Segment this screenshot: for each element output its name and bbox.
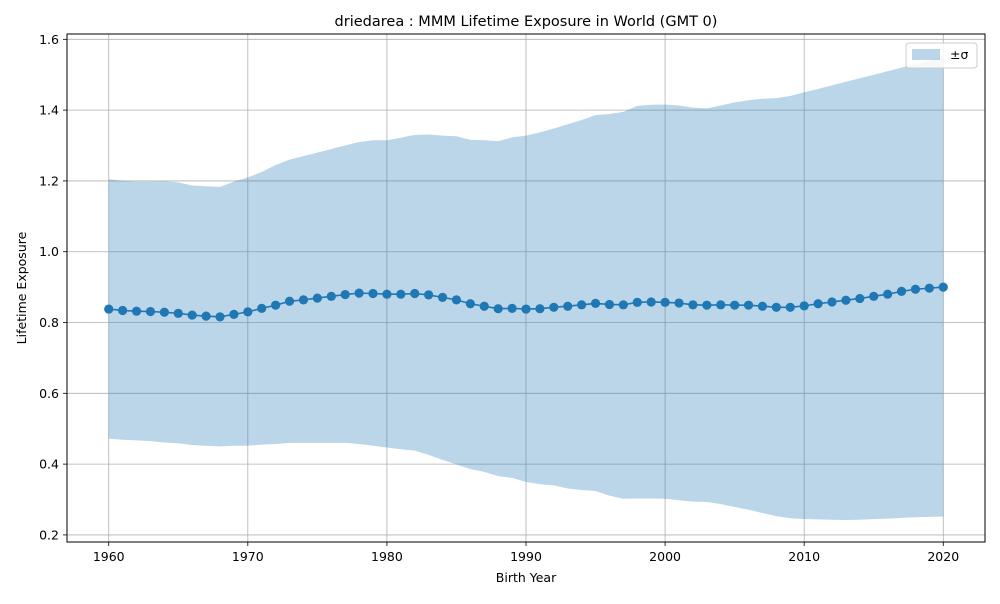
data-point [396, 289, 406, 299]
legend-label-sigma: ±σ [950, 47, 968, 62]
data-point [368, 288, 378, 299]
data-point [910, 284, 921, 294]
data-point [521, 304, 531, 314]
data-point [535, 304, 545, 314]
data-point [618, 300, 628, 310]
data-point [590, 298, 601, 308]
data-point [354, 288, 364, 298]
data-point [131, 306, 142, 316]
y-tick-label: 1.6 [39, 32, 59, 47]
data-point [298, 295, 309, 305]
y-tick-label: 1.4 [39, 103, 59, 118]
x-tick-label: 1960 [93, 549, 125, 564]
data-point [243, 307, 253, 317]
data-point [716, 300, 726, 310]
data-point [646, 297, 656, 307]
data-point [326, 291, 336, 301]
data-point [688, 300, 698, 310]
data-point [201, 311, 211, 321]
x-tick-label: 1980 [371, 549, 403, 564]
data-point [173, 308, 183, 318]
data-point [215, 312, 225, 322]
data-point [883, 289, 893, 299]
data-point [785, 302, 795, 312]
data-point [493, 304, 503, 314]
data-point [145, 306, 156, 317]
data-point [159, 307, 169, 317]
data-point [730, 300, 740, 310]
data-point [813, 299, 823, 309]
data-point [896, 286, 907, 296]
data-point [855, 293, 865, 304]
data-point [938, 282, 948, 292]
data-point [660, 297, 670, 307]
data-point [563, 301, 573, 311]
data-point [604, 299, 615, 310]
data-point [632, 297, 642, 307]
y-tick-label: 0.6 [39, 386, 59, 401]
x-tick-label: 2020 [927, 549, 959, 564]
legend-swatch-sigma [912, 49, 940, 60]
data-point [924, 283, 934, 293]
data-point [743, 300, 754, 310]
grid [67, 34, 985, 542]
data-point [382, 289, 392, 299]
x-tick-label: 1970 [232, 549, 264, 564]
x-tick-label: 2000 [649, 549, 681, 564]
y-axis-label: Lifetime Exposure [14, 231, 29, 344]
y-tick-label: 0.8 [39, 315, 59, 330]
data-point [771, 302, 781, 312]
y-tick-label: 1.0 [39, 244, 59, 259]
data-point [312, 293, 322, 303]
data-point [827, 297, 837, 307]
data-point [465, 299, 475, 309]
data-point [118, 305, 128, 316]
legend: ±σ [905, 42, 978, 69]
y-tick-label: 0.4 [39, 457, 59, 472]
y-tick-label: 0.2 [39, 527, 59, 542]
x-tick-label: 2010 [788, 549, 820, 564]
data-point [799, 301, 809, 311]
data-point [410, 288, 420, 299]
x-axis-label: Birth Year [496, 570, 557, 585]
data-point [437, 292, 448, 302]
data-point [271, 300, 281, 310]
y-axis-ticks: 0.2 0.4 0.6 0.8 1.0 1.2 1.4 1.6 [39, 32, 67, 542]
data-point [674, 298, 684, 308]
data-point [340, 289, 350, 300]
y-tick-label: 1.2 [39, 173, 59, 188]
data-point [424, 290, 434, 300]
legend-box [905, 42, 978, 69]
data-point [257, 303, 267, 313]
x-axis-ticks: 1960 1970 1980 1990 2000 2010 2020 [93, 542, 959, 564]
data-point [577, 300, 587, 310]
data-point [104, 304, 114, 314]
data-point [702, 300, 712, 310]
data-point [869, 291, 879, 301]
data-points [104, 282, 948, 322]
data-point [549, 302, 559, 312]
data-point [757, 301, 768, 311]
data-point [284, 296, 295, 306]
data-point [451, 295, 462, 305]
data-point [187, 310, 197, 320]
data-point [507, 303, 517, 313]
data-point [229, 309, 239, 319]
chart-title: driedarea : MMM Lifetime Exposure in Wor… [335, 14, 718, 30]
data-point [479, 301, 489, 311]
sigma-band [108, 57, 944, 521]
data-point [841, 295, 851, 305]
x-tick-label: 1990 [510, 549, 542, 564]
